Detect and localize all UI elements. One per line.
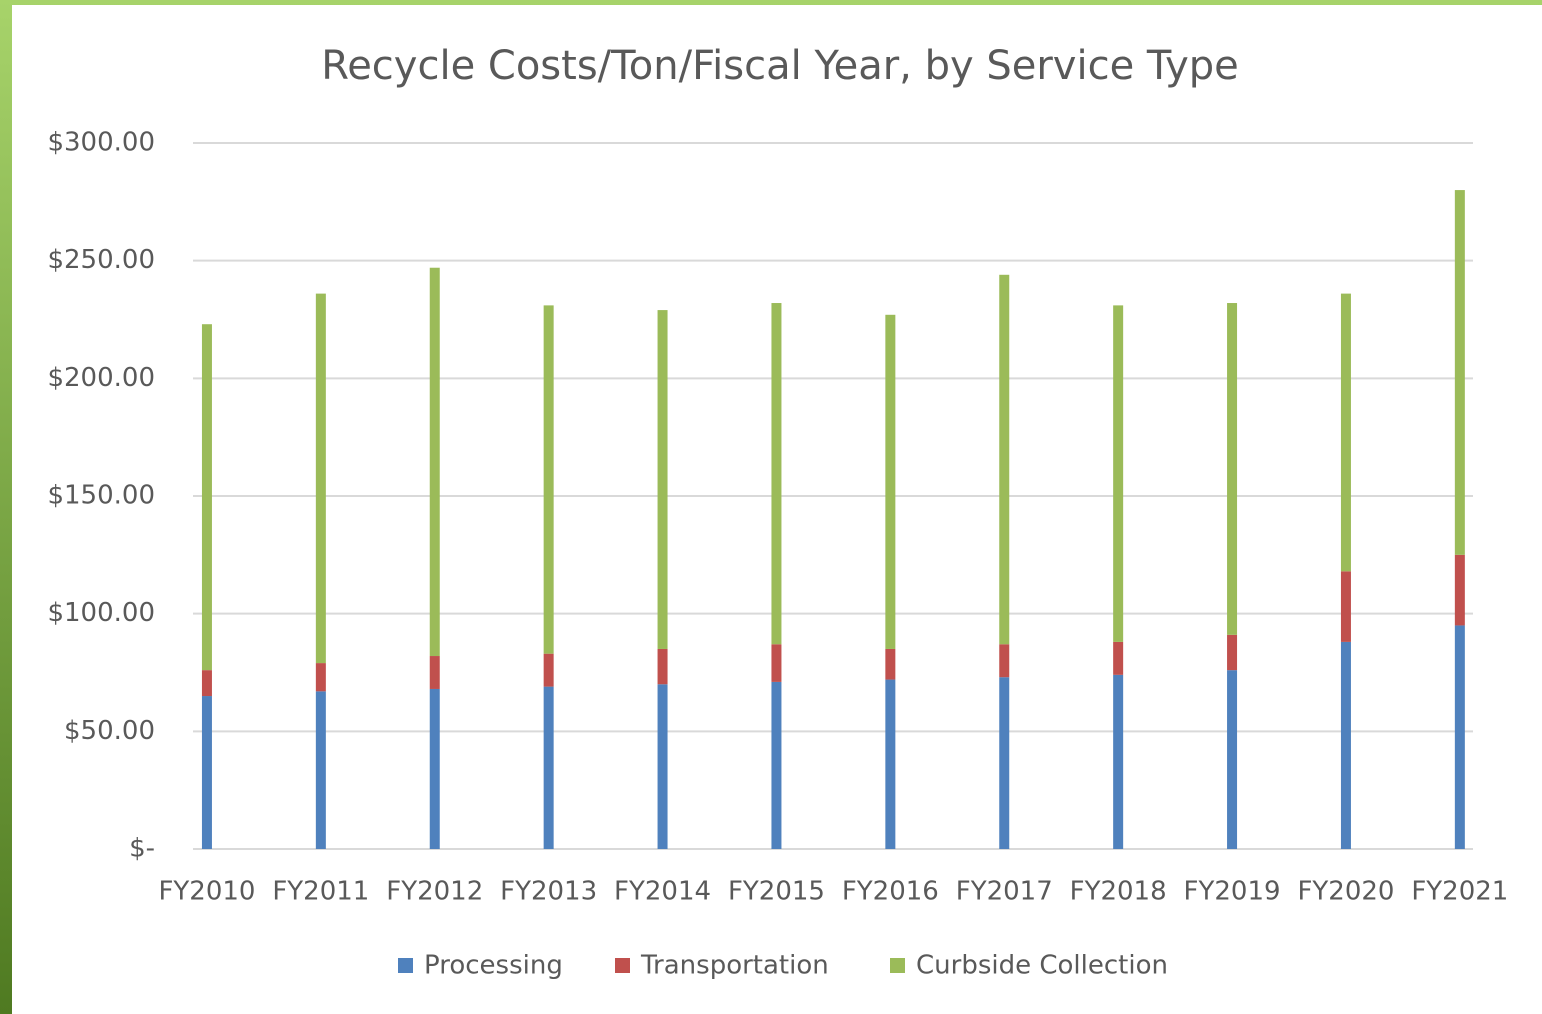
bar-segment xyxy=(1454,190,1465,555)
legend-label: Transportation xyxy=(640,951,829,981)
bar-segment xyxy=(543,653,554,687)
bar-segment xyxy=(999,274,1010,645)
y-tick-label: $200.00 xyxy=(47,363,155,393)
x-tick-label: FY2011 xyxy=(272,877,369,907)
bar-segment xyxy=(201,324,212,671)
bar-segment xyxy=(1340,571,1351,642)
bar-segment xyxy=(429,656,440,689)
bar-segment xyxy=(1113,641,1124,675)
bar-segment xyxy=(1454,625,1465,849)
bar-segment xyxy=(1227,634,1238,671)
y-tick-label: $100.00 xyxy=(47,598,155,628)
legend-label: Processing xyxy=(424,951,563,981)
bar-segment xyxy=(315,691,326,849)
y-tick-label: $- xyxy=(129,834,155,864)
bar-segment xyxy=(657,648,668,685)
bar-segment xyxy=(543,305,554,654)
bar-segment xyxy=(1113,305,1124,642)
bar-segment xyxy=(885,648,896,680)
x-tick-label: FY2019 xyxy=(1184,877,1281,907)
x-tick-label: FY2013 xyxy=(500,877,597,907)
x-tick-label: FY2014 xyxy=(614,877,711,907)
x-tick-label: FY2018 xyxy=(1070,877,1167,907)
legend-label: Curbside Collection xyxy=(916,951,1168,981)
y-tick-label: $250.00 xyxy=(47,245,155,275)
bar-segment xyxy=(885,314,896,649)
bar-segment xyxy=(771,303,782,645)
x-tick-label: FY2016 xyxy=(842,877,939,907)
bar-segment xyxy=(315,293,326,664)
bar-segment xyxy=(999,644,1010,678)
bar-segment xyxy=(771,681,782,849)
x-tick-label: FY2017 xyxy=(956,877,1053,907)
x-tick-label: FY2010 xyxy=(158,877,255,907)
legend-swatch xyxy=(398,958,413,973)
bar-segment xyxy=(657,684,668,849)
bar-segment xyxy=(1340,641,1351,849)
y-tick-label: $50.00 xyxy=(64,716,155,746)
bar-segment xyxy=(1454,554,1465,626)
bar-segment xyxy=(1340,293,1351,572)
bar-segment xyxy=(201,670,212,697)
legend-swatch xyxy=(615,958,630,973)
bar-segment xyxy=(999,677,1010,849)
bar-segment xyxy=(315,663,326,692)
chart: Recycle Costs/Ton/Fiscal Year, by Servic… xyxy=(12,5,1542,1014)
bar-segment xyxy=(543,686,554,849)
x-tick-label: FY2012 xyxy=(386,877,483,907)
y-tick-label: $300.00 xyxy=(47,128,155,158)
legend-swatch xyxy=(890,958,905,973)
bar-segment xyxy=(1227,303,1238,635)
bar-segment xyxy=(771,644,782,682)
x-tick-label: FY2015 xyxy=(728,877,825,907)
y-tick-label: $150.00 xyxy=(47,481,155,511)
bar-segment xyxy=(885,679,896,849)
bar-segment xyxy=(1227,670,1238,849)
bar-segment xyxy=(1113,674,1124,849)
bar-segment xyxy=(201,696,212,849)
bar-segment xyxy=(657,310,668,649)
bar-segment xyxy=(429,267,440,657)
bar-segment xyxy=(429,688,440,849)
chart-title: Recycle Costs/Ton/Fiscal Year, by Servic… xyxy=(321,43,1239,89)
x-tick-label: FY2020 xyxy=(1297,877,1394,907)
x-tick-label: FY2021 xyxy=(1411,877,1508,907)
